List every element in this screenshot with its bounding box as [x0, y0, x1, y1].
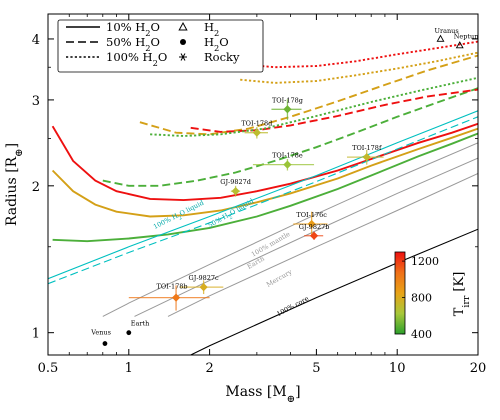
planet-point-toi-178b	[171, 293, 181, 302]
solar-point-neptune	[455, 41, 464, 49]
solar-point-earth	[126, 330, 132, 336]
legend-marker-label-1: H2O	[204, 35, 229, 53]
solar-label-venus: Venus	[90, 329, 111, 337]
planet-point-toi-178e	[283, 160, 292, 169]
model-curve-12	[134, 157, 478, 317]
planet-label-toi-178b: TOI-178b	[157, 283, 188, 291]
y-axis-label: Radius [R⊕]	[4, 143, 25, 226]
planet-label-gj-9827c: GJ-9827c	[189, 274, 220, 282]
y-tick-label-3: 4	[32, 33, 40, 48]
curve-label-2: 100% mantle	[250, 230, 292, 259]
model-curve-4	[139, 54, 478, 136]
legend-line-label-0: 10% H2O	[106, 20, 160, 38]
colorbar-bar	[394, 251, 406, 335]
x-tick-label-5: 20	[470, 361, 487, 376]
planet-point-gj-9827b	[309, 231, 319, 240]
x-tick-label-4: 10	[389, 361, 406, 376]
legend-line-label-2: 100% H2O	[106, 50, 167, 68]
model-curve-9	[48, 110, 478, 280]
colorbar-label: Tirr [K]	[452, 272, 472, 317]
solar-label-uranus: Uranus	[435, 27, 459, 35]
planet-label-gj-9827b: GJ-9827b	[299, 223, 330, 231]
solar-point-venus	[102, 341, 108, 346]
legend-triangle-marker	[178, 21, 188, 31]
model-curve-6	[150, 76, 478, 137]
model-curve-13	[167, 173, 478, 317]
x-tick-label-3: 5	[312, 361, 320, 376]
solar-point-uranus	[436, 34, 445, 42]
x-tick-label-2: 2	[205, 361, 213, 376]
planet-point-gj-9827d	[231, 187, 240, 196]
colorbar: 1200 800 400 Tirr [K]	[394, 251, 472, 341]
x-axis-label: Mass [M⊕]	[225, 384, 300, 405]
legend-box	[57, 19, 264, 73]
legend-asterisk-marker	[179, 53, 187, 61]
curve-label-3: Earth	[246, 255, 266, 271]
solar-label-earth: Earth	[131, 320, 150, 328]
planet-label-toi-176c: TOI-176c	[296, 211, 327, 219]
model-curve-11	[102, 142, 478, 317]
y-tick-label-2: 3	[32, 94, 40, 109]
planet-point-toi-178g	[283, 105, 292, 114]
asterisk-stroke-2	[180, 53, 186, 61]
model-curve-2	[52, 132, 478, 243]
colorbar-tick-label-1: 800	[411, 292, 432, 305]
model-curve-0	[51, 122, 478, 202]
model-curve-7	[240, 51, 478, 84]
model-curve-10	[48, 116, 478, 285]
planet-point-toi-176c	[307, 219, 316, 229]
planet-label-toi-178f: TOI-178f	[352, 144, 382, 152]
y-tick-label-0: 1	[32, 327, 40, 342]
curve-label-4: Mercury	[265, 268, 294, 289]
legend-circle-marker	[180, 39, 186, 45]
planet-label-gj-9827d: GJ-9827d	[220, 178, 251, 186]
legend-line-label-1: 50% H2O	[106, 35, 160, 53]
model-curve-14	[190, 228, 478, 355]
model-curve-3	[102, 87, 478, 187]
curve-label-5: 100% core	[275, 294, 310, 318]
y-tick-label-1: 2	[32, 180, 40, 195]
planet-point-toi-178f	[362, 153, 371, 162]
planet-label-toi-178d: TOI-178d	[241, 120, 272, 128]
planet-label-toi-178g: TOI-178g	[272, 96, 303, 104]
model-curve-5	[190, 88, 478, 133]
planet-point-gj-9827c	[199, 282, 208, 292]
planet-label-toi-178e: TOI-178e	[272, 152, 303, 160]
solar-label-neptune: Neptune	[454, 32, 483, 40]
model-curve-8	[240, 40, 478, 69]
model-curve-1	[51, 127, 478, 218]
x-tick-label-0: 0.5	[38, 361, 59, 376]
planet-point-toi-178d	[252, 128, 261, 137]
legend-marker-label-2: Rocky	[204, 50, 240, 64]
plot-frame	[47, 13, 479, 356]
colorbar-tick-label-2: 400	[411, 328, 432, 341]
legend-marker-label-0: H2	[204, 20, 219, 38]
colorbar-tick-label-0: 1200	[411, 255, 439, 268]
x-tick-label-1: 1	[125, 361, 133, 376]
